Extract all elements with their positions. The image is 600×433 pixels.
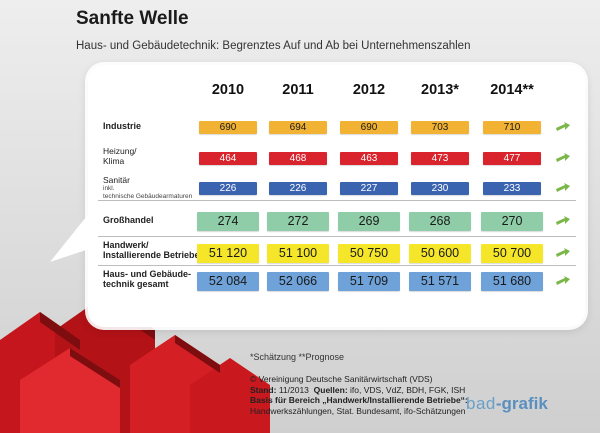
value-cell: 463 xyxy=(340,151,398,165)
trend-arrow-icon xyxy=(556,183,570,192)
value-cell: 50 750 xyxy=(338,243,400,263)
value-cell: 468 xyxy=(269,151,327,165)
value-cell: 226 xyxy=(199,181,257,195)
year-label: 2011 xyxy=(282,82,314,98)
year-label: 2013* xyxy=(421,82,459,98)
value-cell: 690 xyxy=(199,120,257,134)
row-label: Sanitär inkl. technische Gebäudearmaturen xyxy=(103,175,193,200)
value-cell: 230 xyxy=(411,181,469,195)
value-cell: 51 680 xyxy=(481,271,543,291)
row-separator xyxy=(98,265,576,266)
chart-subtitle: Haus- und Gebäudetechnik: Begrenztes Auf… xyxy=(76,40,471,52)
row-label: Industrie xyxy=(103,121,142,131)
value-cell: 477 xyxy=(483,151,541,165)
trend-arrow-icon xyxy=(556,248,570,257)
houses-illustration xyxy=(0,295,270,433)
value-cell: 473 xyxy=(411,151,469,165)
year-label: 2012 xyxy=(352,82,386,98)
value-cell: 51 571 xyxy=(409,271,471,291)
row-separator xyxy=(98,236,576,237)
year-label: 2014** xyxy=(490,82,534,98)
value-cell: 269 xyxy=(338,211,400,231)
year-label: 2010 xyxy=(211,82,245,98)
row-label: Haus- und Gebäude-technik gesamt xyxy=(103,269,192,289)
value-cell: 464 xyxy=(199,151,257,165)
value-cell: 52 084 xyxy=(197,271,259,291)
chart-title: Sanfte Welle xyxy=(76,8,189,29)
speech-bubble-tail xyxy=(50,212,110,262)
value-cell: 227 xyxy=(340,181,398,195)
value-cell: 50 600 xyxy=(409,243,471,263)
value-cell: 270 xyxy=(481,211,543,231)
source-basis-value: Handwerkszählungen, Stat. Bundesamt, ifo… xyxy=(250,405,466,416)
value-cell: 50 700 xyxy=(481,243,543,263)
row-label: Großhandel xyxy=(103,215,154,225)
value-cell: 274 xyxy=(197,211,259,231)
value-cell: 268 xyxy=(409,211,471,231)
value-cell: 51 100 xyxy=(267,243,329,263)
source-block: © Vereinigung Deutsche Sanitärwirtschaft… xyxy=(250,374,468,416)
logo: bad-grafik xyxy=(466,394,548,413)
row-label: Handwerk/Installierende Betriebe xyxy=(103,240,200,260)
value-cell: 272 xyxy=(267,211,329,231)
value-cell: 52 066 xyxy=(267,271,329,291)
trend-arrow-icon xyxy=(556,276,570,285)
value-cell: 233 xyxy=(483,181,541,195)
value-cell: 710 xyxy=(483,120,541,134)
value-cell: 226 xyxy=(269,181,327,195)
row-separator xyxy=(98,200,576,201)
value-cell: 51 120 xyxy=(197,243,259,263)
value-cell: 690 xyxy=(340,120,398,134)
value-cell: 703 xyxy=(411,120,469,134)
trend-arrow-icon xyxy=(556,122,570,131)
source-copyright: © Vereinigung Deutsche Sanitärwirtschaft… xyxy=(250,374,433,384)
trend-arrow-icon xyxy=(556,153,570,162)
source-basis-label: Basis für Bereich „Handwerk/Installieren… xyxy=(250,395,468,405)
row-label: Heizung/Klima xyxy=(103,146,137,166)
footnote: *Schätzung **Prognose xyxy=(250,352,345,362)
value-cell: 51 709 xyxy=(338,271,400,291)
source-stand: Stand: 11/2013 Quellen: ifo, VDS, VdZ, B… xyxy=(250,384,466,395)
value-cell: 694 xyxy=(269,120,327,134)
trend-arrow-icon xyxy=(556,216,570,225)
